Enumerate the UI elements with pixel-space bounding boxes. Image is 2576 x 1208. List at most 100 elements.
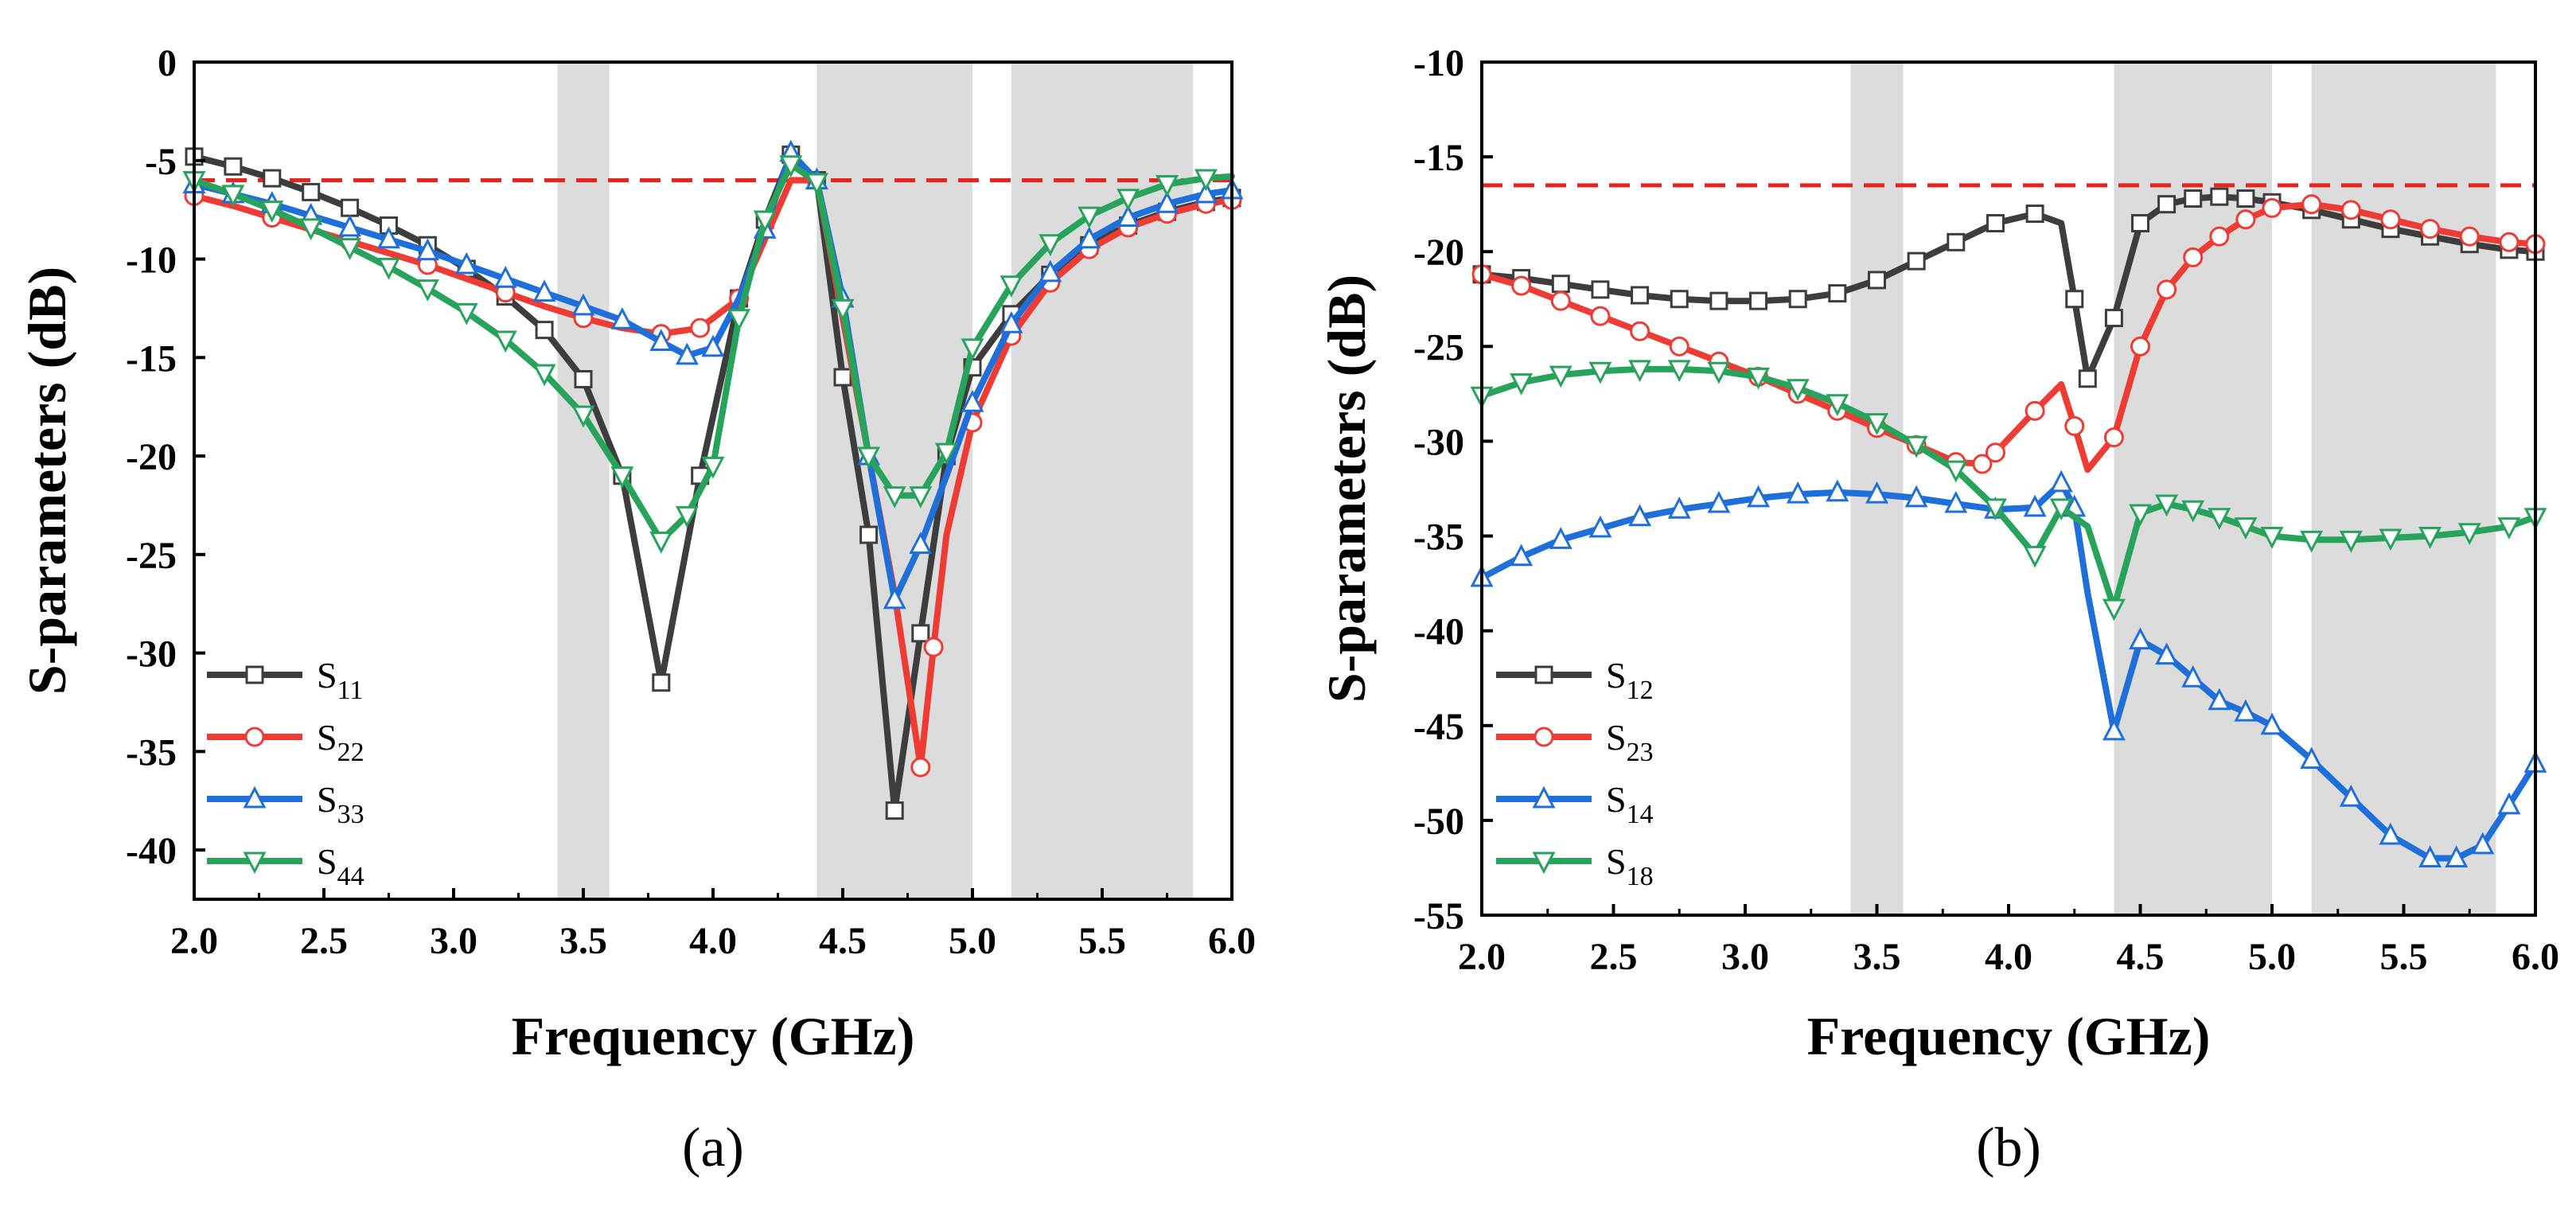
marker-s14 [2129, 627, 2152, 650]
y-tick-label-b: -55 [1413, 895, 1464, 937]
legend-marker-s12 [1534, 665, 1553, 684]
marker-s33 [883, 586, 906, 610]
y-tick-label-a: -25 [126, 535, 177, 577]
panel-label-a: (a) [682, 1117, 744, 1179]
marker-s18 [2339, 530, 2363, 553]
marker-s14 [2445, 845, 2469, 868]
marker-s33 [454, 251, 478, 275]
marker-s12 [1631, 286, 1650, 305]
legend-label-s14: S14 [1606, 779, 1654, 829]
series-s14 [1470, 470, 2547, 868]
marker-s44 [779, 155, 803, 177]
marker-s23 [2064, 415, 2085, 436]
marker-s44 [338, 238, 362, 260]
marker-s14 [2300, 746, 2324, 770]
marker-s11 [302, 182, 321, 201]
y-tick-label-b: -15 [1413, 137, 1464, 179]
marker-s44 [649, 531, 673, 554]
marker-s12 [1670, 290, 1689, 309]
y-tick-label-b: -10 [1413, 42, 1464, 84]
line-s44 [191, 161, 1235, 544]
y-tick-label-b: -40 [1413, 611, 1464, 653]
marker-s23 [2420, 219, 2441, 240]
y-tick-label-a: -5 [145, 141, 177, 183]
panel-label-b: (b) [1976, 1117, 2041, 1179]
band-a-2 [816, 62, 972, 899]
marker-s12 [1709, 291, 1728, 310]
marker-s11 [535, 321, 554, 340]
marker-s33 [675, 342, 699, 365]
y-tick-label-b: -20 [1413, 232, 1464, 274]
x-tick-label-a: 3.0 [430, 920, 477, 962]
marker-s14 [2049, 470, 2073, 493]
y-tick-label-b: -25 [1413, 326, 1464, 368]
marker-s14 [1826, 479, 1849, 502]
marker-s44 [675, 505, 699, 528]
marker-s12 [1591, 280, 1610, 299]
marker-s11 [574, 370, 593, 389]
marker-s18 [2049, 498, 2073, 521]
marker-s44 [1039, 234, 1062, 256]
marker-s18 [1865, 413, 1888, 435]
marker-s44 [221, 185, 245, 208]
marker-s18 [1510, 373, 1534, 396]
marker-s44 [260, 201, 284, 223]
legend-marker-s33 [243, 785, 267, 809]
legend-marker-s14 [1532, 785, 1556, 809]
x-tick-label-a: 4.5 [819, 920, 867, 962]
marker-s11 [263, 169, 282, 188]
marker-s12 [2025, 205, 2044, 224]
marker-s14 [2208, 688, 2231, 711]
marker-s14 [2181, 664, 2205, 688]
marker-s14 [2471, 832, 2495, 855]
marker-s33 [1117, 205, 1140, 228]
marker-s44 [1117, 189, 1140, 212]
marker-s18 [2155, 494, 2179, 517]
legend-marker-s11 [245, 665, 264, 684]
marker-s12 [1551, 275, 1570, 294]
marker-s44 [415, 279, 439, 302]
marker-s44 [909, 486, 933, 509]
marker-s18 [2379, 528, 2403, 551]
marker-s23 [2235, 209, 2256, 230]
marker-s44 [377, 257, 400, 280]
y-tick-label-a: -20 [126, 436, 177, 478]
legend-b: S12 S23 S14 S18 [1496, 655, 1654, 891]
marker-s11 [859, 525, 879, 544]
marker-s33 [377, 226, 400, 249]
band-a-1 [557, 62, 610, 899]
marker-s44 [299, 218, 323, 241]
marker-s23 [2157, 279, 2177, 300]
marker-s14 [1944, 490, 1968, 513]
x-tick-label-b: 2.0 [1458, 936, 1506, 978]
y-tick-label-a: -15 [126, 337, 177, 380]
marker-s44 [1078, 206, 1101, 229]
legend-label-s22: S22 [317, 717, 364, 767]
y-tick-label-a: -35 [126, 731, 177, 774]
marker-s23 [2301, 194, 2322, 215]
marker-s14 [1588, 515, 1612, 538]
marker-s14 [1628, 504, 1652, 527]
x-tick-label-b: 5.0 [2248, 936, 2296, 978]
marker-s14 [1904, 485, 1928, 508]
marker-s12 [1868, 271, 1886, 290]
x-axis-title-a: Frequency (GHz) [512, 1006, 915, 1066]
marker-s23 [1985, 442, 2005, 463]
marker-s12 [2157, 195, 2177, 214]
x-tick-label-b: 3.5 [1853, 936, 1901, 978]
y-tick-label-a: -40 [126, 830, 177, 872]
marker-s18 [2102, 598, 2126, 622]
y-tick-label-b: -45 [1413, 706, 1464, 748]
marker-s12 [1986, 213, 2005, 232]
marker-s33 [1194, 181, 1218, 204]
marker-s11 [341, 198, 360, 217]
marker-s23 [2130, 336, 2150, 357]
marker-s44 [857, 446, 881, 470]
marker-s11 [224, 157, 243, 176]
x-tick-label-b: 4.0 [1985, 936, 2032, 978]
x-tick-label-a: 5.5 [1078, 920, 1126, 962]
marker-s33 [532, 279, 556, 302]
marker-s14 [1865, 481, 1888, 504]
marker-s18 [2497, 517, 2521, 540]
